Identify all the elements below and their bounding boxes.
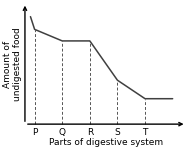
Y-axis label: Amount of
undigested food: Amount of undigested food xyxy=(3,28,22,102)
X-axis label: Parts of digestive system: Parts of digestive system xyxy=(49,138,163,147)
